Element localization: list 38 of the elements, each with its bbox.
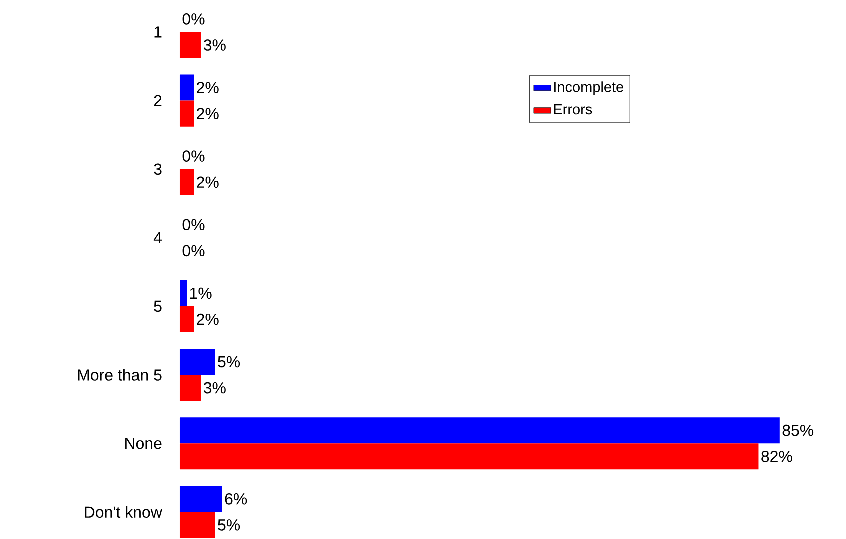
data-label: 2%	[197, 108, 219, 120]
data-label: 2%	[197, 176, 219, 188]
data-label: 0%	[182, 245, 205, 257]
y-tick-label: 4	[154, 232, 162, 244]
data-label: 5%	[218, 520, 240, 531]
y-tick-label: 5	[154, 300, 162, 312]
bar	[180, 306, 194, 333]
bar	[180, 444, 759, 470]
y-tick-label: None	[126, 438, 162, 450]
data-label: 3%	[204, 40, 226, 51]
y-tick-label: 2	[154, 95, 162, 106]
bar	[180, 74, 194, 101]
data-label: 85%	[782, 424, 814, 436]
bar	[180, 512, 216, 538]
data-label: 3%	[204, 382, 226, 394]
y-tick-label: 1	[154, 26, 162, 38]
data-label: 5%	[218, 356, 240, 368]
y-tick-label: 3	[154, 164, 162, 176]
bar	[180, 100, 194, 127]
legend-label: Incomplete	[554, 82, 624, 96]
data-label: 0%	[182, 14, 205, 25]
bar	[180, 418, 780, 444]
data-label: 0%	[182, 219, 205, 231]
bar	[180, 169, 194, 196]
data-label: 0%	[182, 150, 205, 162]
bar	[180, 375, 202, 402]
data-label: 82%	[762, 451, 792, 462]
legend-label: Errors	[554, 104, 592, 115]
data-label: 6%	[225, 494, 248, 505]
y-tick-label: More than 5	[78, 369, 162, 381]
data-label: 2%	[197, 314, 219, 326]
bar	[180, 486, 222, 512]
y-tick-label: Don't know	[85, 506, 162, 518]
bar	[180, 349, 216, 376]
bar	[180, 280, 188, 307]
data-label: 2%	[197, 82, 219, 94]
data-label: 1%	[190, 288, 212, 300]
bar	[180, 32, 202, 58]
